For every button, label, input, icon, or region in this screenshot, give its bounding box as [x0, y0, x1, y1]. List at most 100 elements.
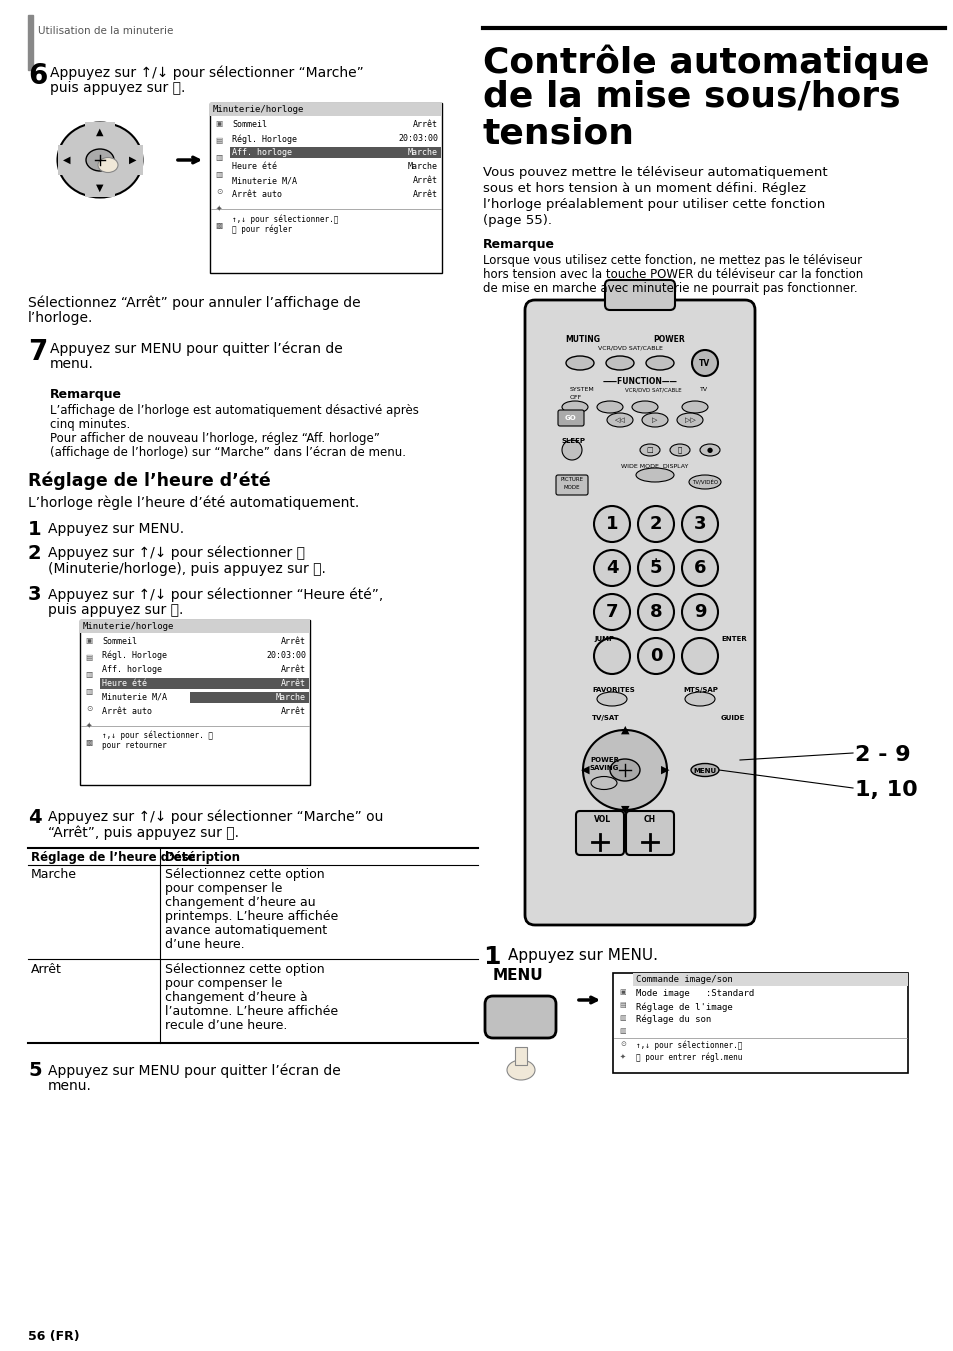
- Text: ↑,↓ pour sélectionner. ⓘ: ↑,↓ pour sélectionner. ⓘ: [102, 731, 213, 740]
- Ellipse shape: [606, 413, 633, 427]
- Text: MTS/SAP: MTS/SAP: [682, 688, 718, 693]
- FancyBboxPatch shape: [576, 811, 623, 855]
- Text: “Arrêt”, puis appuyez sur ⓘ.: “Arrêt”, puis appuyez sur ⓘ.: [48, 825, 239, 840]
- Text: ▷▷: ▷▷: [684, 417, 695, 423]
- Text: puis appuyez sur ⓘ.: puis appuyez sur ⓘ.: [50, 81, 185, 95]
- Text: ENTER: ENTER: [720, 636, 746, 642]
- Text: ▥: ▥: [85, 688, 92, 696]
- Text: 1: 1: [482, 944, 500, 969]
- Bar: [80, 620, 310, 785]
- Text: JUMP: JUMP: [594, 636, 614, 642]
- Text: Sélectionnez cette option: Sélectionnez cette option: [165, 867, 324, 881]
- Text: pour retourner: pour retourner: [102, 740, 167, 750]
- Text: Utilisation de la minuterie: Utilisation de la minuterie: [38, 26, 173, 36]
- Text: Pour afficher de nouveau l’horloge, réglez “Aff. horloge”: Pour afficher de nouveau l’horloge, régl…: [50, 432, 379, 444]
- Text: puis appuyez sur ⓘ.: puis appuyez sur ⓘ.: [48, 603, 183, 617]
- Text: 3: 3: [693, 515, 705, 534]
- Text: ◁◁: ◁◁: [614, 417, 625, 423]
- Text: menu.: menu.: [50, 357, 93, 372]
- Text: 2: 2: [28, 544, 42, 563]
- Text: Marche: Marche: [275, 693, 306, 703]
- Text: Mode image   :Standard: Mode image :Standard: [636, 989, 754, 998]
- Text: Arrêt auto: Arrêt auto: [232, 190, 282, 199]
- Text: ⓘ pour régler: ⓘ pour régler: [232, 224, 292, 234]
- Circle shape: [681, 638, 718, 674]
- Ellipse shape: [681, 401, 707, 413]
- Text: Sélectionnez cette option: Sélectionnez cette option: [165, 963, 324, 975]
- Text: 4: 4: [605, 559, 618, 577]
- Text: 0: 0: [649, 647, 661, 665]
- Text: Description: Description: [165, 851, 241, 865]
- Text: 9: 9: [693, 603, 705, 621]
- Text: ▥: ▥: [85, 670, 92, 680]
- Text: Réglage de l'image: Réglage de l'image: [636, 1002, 732, 1012]
- Text: POWER: POWER: [653, 335, 684, 345]
- Text: Minuterie M/A: Minuterie M/A: [102, 693, 167, 703]
- Text: ▥: ▥: [215, 153, 222, 162]
- Circle shape: [594, 550, 629, 586]
- Text: ◀: ◀: [580, 765, 589, 775]
- Text: de mise en marche avec minuterie ne pourrait pas fonctionner.: de mise en marche avec minuterie ne pour…: [482, 282, 857, 295]
- Text: 6: 6: [693, 559, 705, 577]
- Bar: [633, 973, 907, 986]
- Bar: [80, 620, 310, 634]
- Text: l’horloge.: l’horloge.: [28, 311, 93, 326]
- Text: pour compenser le: pour compenser le: [165, 882, 282, 894]
- Circle shape: [691, 350, 718, 376]
- Text: 1, 10: 1, 10: [854, 780, 917, 800]
- Text: Régl. Horloge: Régl. Horloge: [102, 651, 167, 661]
- Bar: [100, 678, 309, 689]
- Bar: [515, 1047, 526, 1065]
- Ellipse shape: [597, 401, 622, 413]
- Text: Arrêt: Arrêt: [413, 120, 437, 128]
- Text: Appuyez sur MENU pour quitter l’écran de: Appuyez sur MENU pour quitter l’écran de: [48, 1063, 340, 1078]
- Text: TV: TV: [700, 386, 707, 392]
- Text: Appuyez sur ↑/↓ pour sélectionner ⓘ: Appuyez sur ↑/↓ pour sélectionner ⓘ: [48, 546, 305, 561]
- Text: 2: 2: [649, 515, 661, 534]
- Text: □: □: [646, 447, 653, 453]
- Text: 7: 7: [28, 338, 48, 366]
- Text: L’affichage de l’horloge est automatiquement désactivé après: L’affichage de l’horloge est automatique…: [50, 404, 418, 417]
- Text: ⊙: ⊙: [619, 1042, 625, 1047]
- FancyBboxPatch shape: [558, 409, 583, 426]
- Text: MODE: MODE: [563, 485, 579, 490]
- Text: ▣: ▣: [85, 636, 92, 644]
- Circle shape: [594, 507, 629, 542]
- Text: (affichage de l’horloge) sur “Marche” dans l’écran de menu.: (affichage de l’horloge) sur “Marche” da…: [50, 446, 406, 459]
- Text: Appuyez sur MENU.: Appuyez sur MENU.: [48, 521, 184, 536]
- Text: SYSTEM: SYSTEM: [569, 386, 594, 392]
- Text: Remarque: Remarque: [482, 238, 555, 251]
- Text: ◀: ◀: [63, 155, 71, 165]
- Text: 2 - 9: 2 - 9: [854, 744, 910, 765]
- Text: Commande image/son: Commande image/son: [636, 975, 732, 984]
- Text: 5: 5: [28, 1061, 42, 1079]
- Ellipse shape: [677, 413, 702, 427]
- Text: Minuterie/horloge: Minuterie/horloge: [83, 621, 174, 631]
- Text: Réglage de l’heure d’été: Réglage de l’heure d’été: [30, 851, 195, 865]
- Ellipse shape: [700, 444, 720, 457]
- Text: L’horloge règle l’heure d’été automatiquement.: L’horloge règle l’heure d’été automatiqu…: [28, 496, 359, 511]
- Text: Appuyez sur ↑/↓ pour sélectionner “Heure été”,: Appuyez sur ↑/↓ pour sélectionner “Heure…: [48, 586, 383, 601]
- Text: POWER: POWER: [589, 757, 618, 763]
- Ellipse shape: [605, 357, 634, 370]
- Ellipse shape: [641, 413, 667, 427]
- Text: Contrôle automatique: Contrôle automatique: [482, 45, 928, 80]
- Text: TV/VIDÉO: TV/VIDÉO: [691, 480, 718, 485]
- FancyBboxPatch shape: [604, 280, 675, 309]
- Text: Aff. horloge: Aff. horloge: [102, 665, 162, 674]
- Text: ·: ·: [653, 553, 658, 567]
- Text: Sélectionnez “Arrêt” pour annuler l’affichage de: Sélectionnez “Arrêt” pour annuler l’affi…: [28, 295, 360, 309]
- Text: OFF: OFF: [569, 394, 581, 400]
- Ellipse shape: [690, 763, 719, 777]
- Bar: [613, 973, 907, 1073]
- Text: menu.: menu.: [48, 1079, 91, 1093]
- Text: 5: 5: [649, 559, 661, 577]
- Text: MENU: MENU: [492, 969, 543, 984]
- Text: Réglage du son: Réglage du son: [636, 1015, 711, 1024]
- Text: ——FUNCTION——: ——FUNCTION——: [602, 377, 677, 386]
- Text: 1: 1: [605, 515, 618, 534]
- Text: hors tension avec la touche POWER du téléviseur car la fonction: hors tension avec la touche POWER du tél…: [482, 267, 862, 281]
- Text: ▶: ▶: [660, 765, 669, 775]
- Ellipse shape: [597, 692, 626, 707]
- Circle shape: [681, 594, 718, 630]
